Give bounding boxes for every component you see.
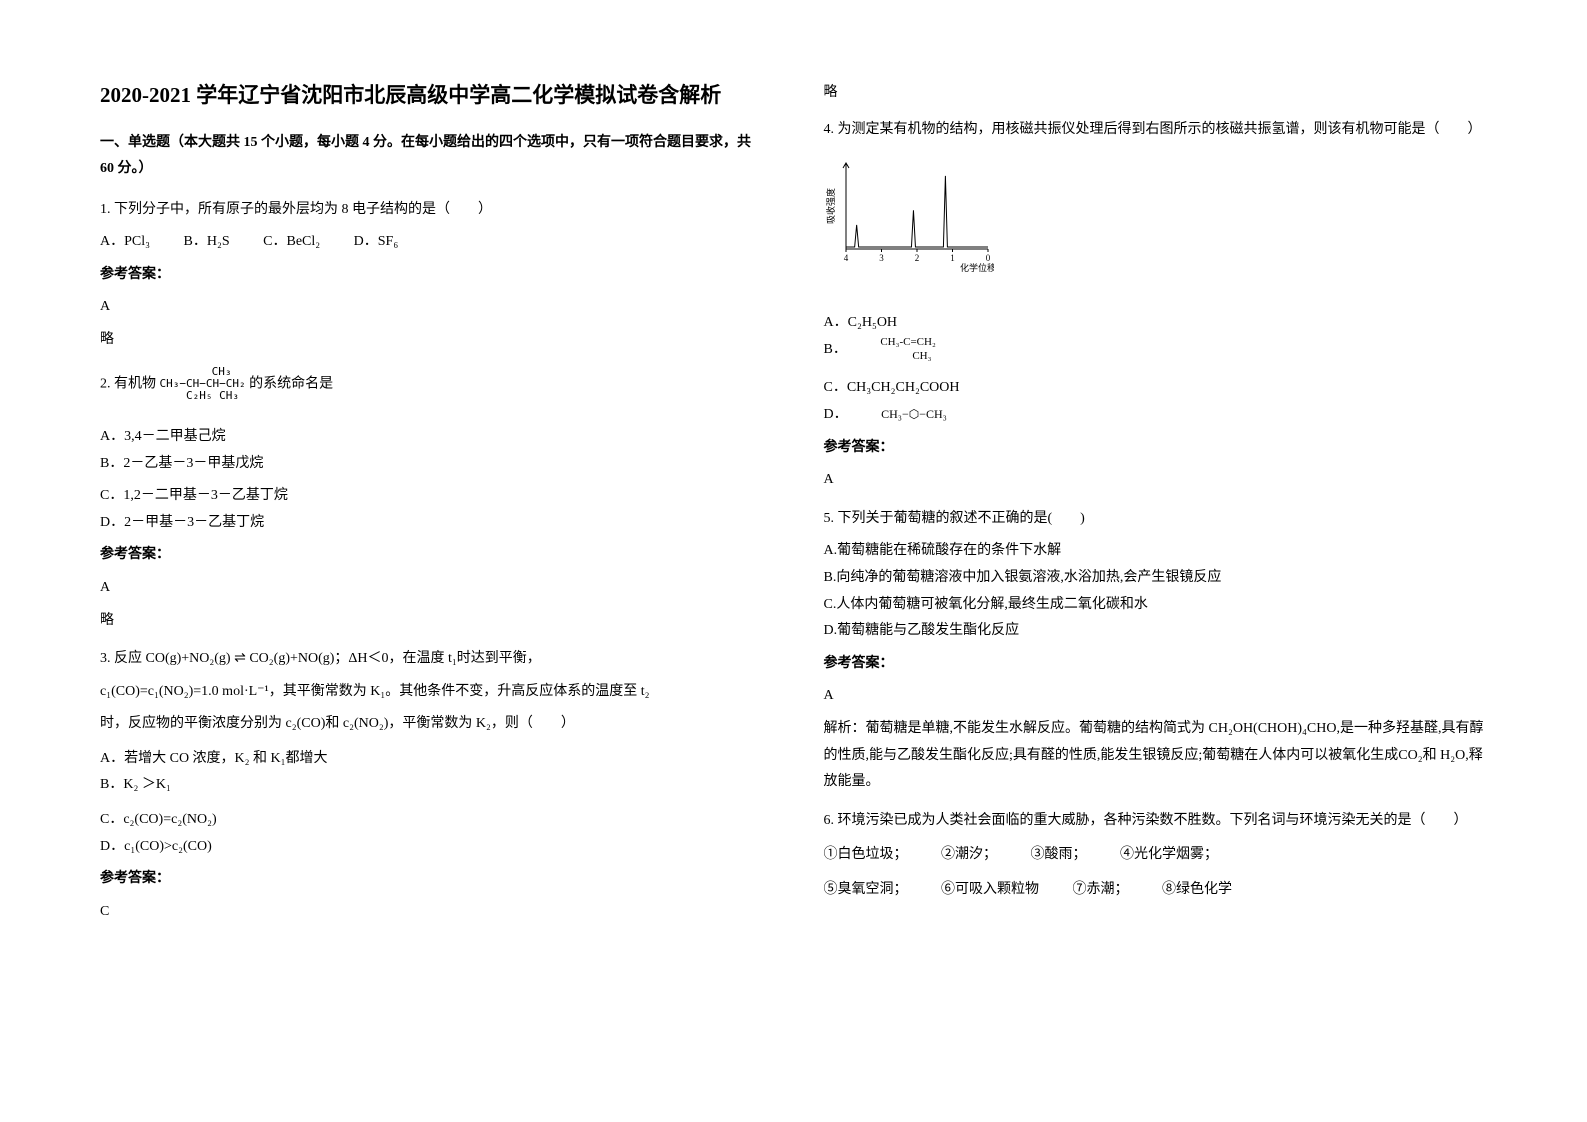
- q2-formula: CH₃ CH₃−CH−CH−CH₂ C₂H₅ CH₃: [160, 366, 246, 402]
- q4-optD-struct: CH₃−⬡−CH₃: [881, 403, 947, 426]
- q6-i2: ②潮汐；: [941, 842, 997, 869]
- q1-optB: B．H₂S: [184, 229, 230, 256]
- q2-optB: B．2－乙基－3－甲基戊烷: [100, 451, 418, 478]
- q3-text3: 时，反应物的平衡浓度分别为 c₂(CO)和 c₂(NO₂)，平衡常数为 K₂，则…: [100, 711, 764, 738]
- nmr-chart: 4 3 2 1 0 吸收强度化学位移 δ: [824, 157, 1488, 296]
- q6-text: 6. 环境污染已成为人类社会面临的重大威胁，各种污染数不胜数。下列名词与环境污染…: [824, 808, 1488, 835]
- q2-text: 2. 有机物 CH₃ CH₃−CH−CH−CH₂ C₂H₅ CH₃ 的系统命名是: [100, 366, 764, 402]
- question-1: 1. 下列分子中，所有原子的最外层均为 8 电子结构的是（ ） A．PCl₃ B…: [100, 197, 764, 354]
- right-column: 略 4. 为测定某有机物的结构，用核磁共振仪处理后得到右图所示的核磁共振氢谱，则…: [824, 80, 1488, 937]
- q6-i8: ⑧绿色化学: [1162, 877, 1232, 904]
- question-2: 2. 有机物 CH₃ CH₃−CH−CH−CH₂ C₂H₅ CH₃ 的系统命名是…: [100, 366, 764, 634]
- q5-optA: A.葡萄糖能在稀硫酸存在的条件下水解: [824, 538, 1488, 565]
- q6-items2: ⑤臭氧空洞； ⑥可吸入颗粒物 ⑦赤潮； ⑧绿色化学: [824, 877, 1488, 904]
- q3-text1: 3. 反应 CO(g)+NO₂(g) ⇌ CO₂(g)+NO(g)；ΔH＜0，在…: [100, 646, 764, 673]
- q5-optC: C.人体内葡萄糖可被氧化分解,最终生成二氧化碳和水: [824, 592, 1488, 619]
- q3-answer: C: [100, 899, 764, 926]
- svg-text:3: 3: [879, 253, 884, 263]
- svg-text:0: 0: [985, 253, 990, 263]
- exam-title: 2020-2021 学年辽宁省沈阳市北辰高级中学高二化学模拟试卷含解析: [100, 80, 764, 112]
- q2-formula-l1: CH₃: [160, 366, 246, 378]
- q4-options-row2: C．CH₃CH₂CH₂COOH D． CH₃−⬡−CH₃: [824, 375, 1488, 428]
- q4-optB-struct: CH₃-C=CH₂ CH₃: [880, 336, 935, 362]
- q2-optC: C．1,2－二甲基－3－乙基丁烷: [100, 483, 418, 510]
- q1-answer-label: 参考答案：: [100, 262, 764, 289]
- q1-text: 1. 下列分子中，所有原子的最外层均为 8 电子结构的是（ ）: [100, 197, 764, 224]
- q3-options-row1: A．若增大 CO 浓度，K₂ 和 K₁都增大 B．K₂ ＞K₁: [100, 746, 764, 799]
- q5-answer: A: [824, 683, 1488, 710]
- q3-optA: A．若增大 CO 浓度，K₂ 和 K₁都增大: [100, 746, 418, 773]
- question-4: 4. 为测定某有机物的结构，用核磁共振仪处理后得到右图所示的核磁共振氢谱，则该有…: [824, 117, 1488, 494]
- q1-note: 略: [100, 327, 764, 354]
- q1-answer: A: [100, 294, 764, 321]
- q4-text: 4. 为测定某有机物的结构，用核磁共振仪处理后得到右图所示的核磁共振氢谱，则该有…: [824, 117, 1488, 144]
- q2-suffix: 的系统命名是: [249, 376, 333, 391]
- q4-optC: C．CH₃CH₂CH₂COOH: [824, 375, 1142, 402]
- q2-answer: A: [100, 575, 764, 602]
- q3-options-row2: C．c₂(CO)=c₂(NO₂) D．c₁(CO)>c₂(CO): [100, 807, 764, 860]
- q3-optB: B．K₂ ＞K₁: [100, 772, 418, 799]
- q5-text: 5. 下列关于葡萄糖的叙述不正确的是( ): [824, 506, 1488, 533]
- q4-optA: A．C₂H₅OH: [824, 310, 1142, 337]
- q2-answer-label: 参考答案：: [100, 542, 764, 569]
- q6-i4: ④光化学烟雾；: [1120, 842, 1218, 869]
- q5-optB: B.向纯净的葡萄糖溶液中加入银氨溶液,水浴加热,会产生银镜反应: [824, 565, 1488, 592]
- q5-optD: D.葡萄糖能与乙酸发生酯化反应: [824, 618, 1488, 645]
- q6-i3: ③酸雨；: [1031, 842, 1087, 869]
- q1-optC: C．BeCl₂: [263, 229, 320, 256]
- svg-text:化学位移 δ: 化学位移 δ: [960, 262, 994, 273]
- q3-text2: c₁(CO)=c₁(NO₂)=1.0 mol·L⁻¹，其平衡常数为 K₁。其他条…: [100, 679, 764, 706]
- q2-prefix: 2. 有机物: [100, 376, 156, 391]
- q1-options: A．PCl₃ B．H₂S C．BeCl₂ D．SF₆: [100, 229, 764, 256]
- svg-text:2: 2: [914, 253, 919, 263]
- q2-note: 略: [100, 608, 764, 635]
- q2-options-row2: C．1,2－二甲基－3－乙基丁烷 D．2－甲基－3－乙基丁烷: [100, 483, 764, 536]
- q4-optB: B． CH₃-C=CH₂ CH₃: [824, 336, 1142, 363]
- q3-optD: D．c₁(CO)>c₂(CO): [100, 834, 418, 861]
- q3-answer-label: 参考答案：: [100, 866, 764, 893]
- question-3: 3. 反应 CO(g)+NO₂(g) ⇌ CO₂(g)+NO(g)；ΔH＜0，在…: [100, 646, 764, 925]
- left-column: 2020-2021 学年辽宁省沈阳市北辰高级中学高二化学模拟试卷含解析 一、单选…: [100, 80, 764, 937]
- section-header: 一、单选题（本大题共 15 个小题，每小题 4 分。在每小题给出的四个选项中，只…: [100, 130, 764, 183]
- q4-answer: A: [824, 467, 1488, 494]
- q2-options-row1: A．3,4－二甲基己烷 B．2－乙基－3－甲基戊烷: [100, 424, 764, 477]
- question-6: 6. 环境污染已成为人类社会面临的重大威胁，各种污染数不胜数。下列名词与环境污染…: [824, 808, 1488, 904]
- q4-options-row1: A．C₂H₅OH B． CH₃-C=CH₂ CH₃: [824, 310, 1488, 364]
- svg-text:吸收强度: 吸收强度: [825, 188, 836, 224]
- q5-answer-label: 参考答案：: [824, 651, 1488, 678]
- q4-optB-l2: CH₃: [880, 350, 935, 363]
- q6-i1: ①白色垃圾；: [824, 842, 908, 869]
- q3-optC: C．c₂(CO)=c₂(NO₂): [100, 807, 418, 834]
- q2-optA: A．3,4－二甲基己烷: [100, 424, 418, 451]
- q6-items1: ①白色垃圾； ②潮汐； ③酸雨； ④光化学烟雾；: [824, 842, 1488, 869]
- q4-optD-label: D．: [824, 402, 848, 429]
- q4-optD: D． CH₃−⬡−CH₃: [824, 402, 1142, 429]
- q2-optD: D．2－甲基－3－乙基丁烷: [100, 510, 418, 537]
- nmr-svg: 4 3 2 1 0 吸收强度化学位移 δ: [824, 157, 994, 285]
- q4-optB-l1: CH₃-C=CH₂: [880, 336, 935, 349]
- q6-i5: ⑤臭氧空洞；: [824, 877, 908, 904]
- q1-optA: A．PCl₃: [100, 229, 150, 256]
- question-5: 5. 下列关于葡萄糖的叙述不正确的是( ) A.葡萄糖能在稀硫酸存在的条件下水解…: [824, 506, 1488, 796]
- q4-optB-label: B．: [824, 337, 847, 364]
- svg-text:1: 1: [950, 253, 955, 263]
- q1-optD: D．SF₆: [354, 229, 399, 256]
- q3-note: 略: [824, 80, 1488, 107]
- q6-i7: ⑦赤潮；: [1073, 877, 1129, 904]
- q5-explain: 解析：葡萄糖是单糖,不能发生水解反应。葡萄糖的结构简式为 CH₂OH(CHOH)…: [824, 716, 1488, 796]
- svg-text:4: 4: [843, 253, 848, 263]
- q4-answer-label: 参考答案：: [824, 435, 1488, 462]
- q2-formula-l3: C₂H₅ CH₃: [160, 390, 246, 402]
- q6-i6: ⑥可吸入颗粒物: [941, 877, 1039, 904]
